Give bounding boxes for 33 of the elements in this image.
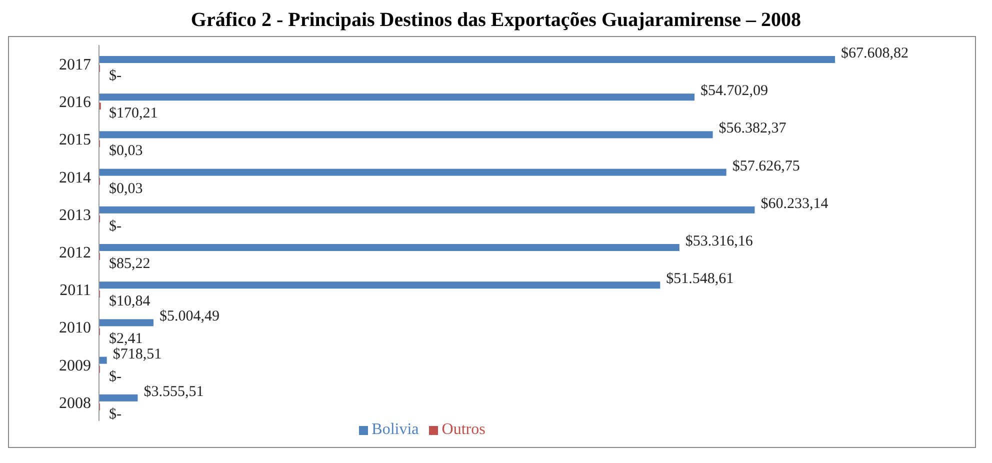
y-tick-label: 2010 xyxy=(59,320,91,337)
legend-label: Outros xyxy=(442,421,486,438)
y-tick-label: 2012 xyxy=(59,244,91,262)
data-label: $51.548,61 xyxy=(666,271,734,288)
data-label: $60.233,14 xyxy=(760,196,829,212)
y-tick-label: 2014 xyxy=(59,169,91,186)
data-label: $57.626,75 xyxy=(732,158,800,174)
data-label: $- xyxy=(109,68,122,84)
y-tick-label: 2015 xyxy=(59,132,91,149)
data-label: $5.004,49 xyxy=(159,308,220,325)
y-tick-label: 2009 xyxy=(59,357,91,374)
data-label: $0,03 xyxy=(109,143,143,160)
y-tick-label: 2013 xyxy=(59,206,91,224)
data-label: $0,03 xyxy=(109,180,143,197)
y-tick-label: 2017 xyxy=(59,56,91,74)
data-label: $10,84 xyxy=(109,294,151,310)
data-label: $56.382,37 xyxy=(718,120,787,137)
data-label: $- xyxy=(109,368,122,385)
legend-label: Bolivia xyxy=(372,421,419,438)
data-label: $53.316,16 xyxy=(685,234,754,250)
data-label: $54.702,09 xyxy=(700,83,768,100)
data-label: $3.555,51 xyxy=(144,384,204,400)
data-label: $2,41 xyxy=(109,331,143,348)
data-label: $- xyxy=(109,218,122,234)
y-tick-label: 2016 xyxy=(59,94,91,112)
data-label: $- xyxy=(109,406,122,422)
y-tick-label: 2011 xyxy=(60,282,91,300)
y-tick-label: 2008 xyxy=(59,394,91,412)
data-label: $718,51 xyxy=(112,346,162,362)
data-label: $85,22 xyxy=(109,256,150,272)
chart-title: Gráfico 2 - Principais Destinos das Exportações Guajaramirense – 2008 xyxy=(190,8,802,32)
data-label: $170,21 xyxy=(109,106,158,122)
data-label: $67.608,82 xyxy=(841,46,908,62)
